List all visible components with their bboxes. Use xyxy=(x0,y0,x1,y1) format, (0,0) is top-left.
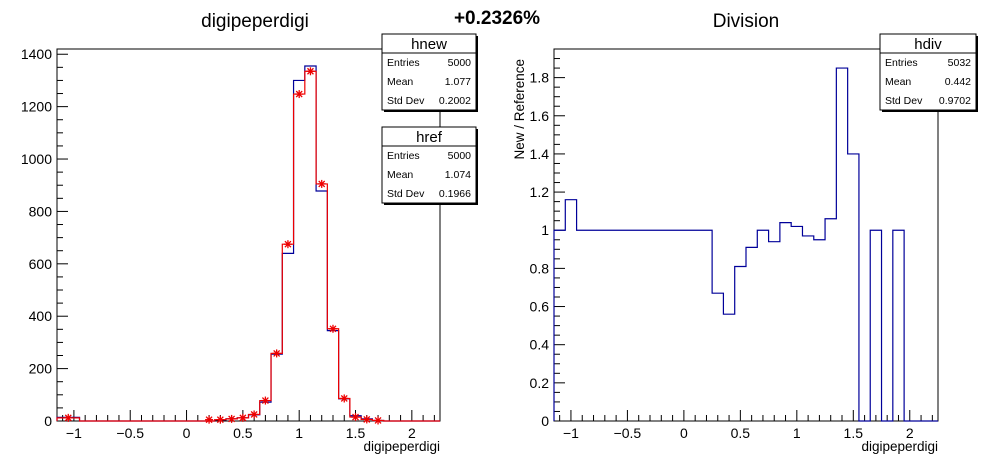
histogram-line-hdiv xyxy=(553,67,938,422)
histogram-pad-right: Division 0 0.2 0.4 0.6 0.8 1 1.2 1.4 1.6 1.8 −1 −0.5… xyxy=(512,11,978,454)
histogram-line-href xyxy=(56,70,440,422)
x-tick-label: 0.5 xyxy=(233,425,253,441)
stats-label: Mean xyxy=(387,76,413,88)
x-tick-label: 0 xyxy=(183,425,191,441)
x-tick-label: −1 xyxy=(66,425,82,441)
stats-label: Mean xyxy=(387,169,413,181)
x-tick-label: 0 xyxy=(680,425,688,441)
y-tick-label: 0.6 xyxy=(530,299,550,315)
stats-label: Mean xyxy=(885,76,911,88)
stats-value: 0.9702 xyxy=(939,95,971,107)
marker-href xyxy=(250,410,259,419)
y-tick-label: 200 xyxy=(29,361,53,377)
y-tick-label: 1.4 xyxy=(530,146,550,162)
marker-href xyxy=(328,324,337,333)
y-tick-label: 800 xyxy=(29,203,53,219)
x-tick-label: −0.5 xyxy=(614,425,642,441)
marker-href xyxy=(205,415,214,424)
y-tick-label: 600 xyxy=(29,256,53,272)
stats-box-title: hdiv xyxy=(914,36,942,53)
marker-href xyxy=(351,413,360,422)
marker-href xyxy=(238,413,247,422)
y-tick-label: 0.8 xyxy=(530,260,550,276)
stats-value: 0.442 xyxy=(945,76,971,88)
stats-value: 5000 xyxy=(448,57,472,69)
x-axis-title: digipeperdigi xyxy=(363,439,440,454)
x-tick-label: 2 xyxy=(408,425,416,441)
stats-value: 1.077 xyxy=(445,76,471,88)
x-tick-label: 2 xyxy=(906,425,914,441)
y-tick-label: 0 xyxy=(541,413,549,429)
marker-href xyxy=(374,416,383,425)
plot-frame xyxy=(56,48,441,422)
stats-box-href: href Entries 5000 Mean 1.074 Std Dev 0.1966 xyxy=(381,126,478,205)
y-tick-label: 0.4 xyxy=(530,337,550,353)
x-tick-label: −0.5 xyxy=(116,425,144,441)
stats-label: Std Dev xyxy=(885,95,923,107)
marker-href xyxy=(283,240,292,249)
x-tick-label: 1 xyxy=(295,425,303,441)
x-tick-label: −1 xyxy=(563,425,579,441)
x-axis-title: digipeperdigi xyxy=(861,439,938,454)
stats-label: Std Dev xyxy=(387,188,425,200)
marker-href xyxy=(272,349,281,358)
stats-value: 0.2002 xyxy=(439,95,471,107)
y-axis-title: New / Reference xyxy=(512,59,527,160)
y-tick-label: 0.2 xyxy=(530,375,550,391)
x-tick-label: 1.5 xyxy=(346,425,366,441)
marker-href xyxy=(261,396,270,405)
stats-value: 0.1966 xyxy=(439,188,471,200)
marker-href xyxy=(227,414,236,423)
marker-href xyxy=(306,67,315,76)
marker-href xyxy=(216,415,225,424)
stats-value: 5032 xyxy=(948,57,972,69)
y-tick-label: 1 xyxy=(541,222,549,238)
stats-box-title: hnew xyxy=(411,36,447,53)
stats-label: Entries xyxy=(387,150,420,162)
marker-href xyxy=(362,415,371,424)
stats-label: Entries xyxy=(885,57,918,69)
y-tick-label: 0 xyxy=(44,413,52,429)
x-tick-label: 1 xyxy=(793,425,801,441)
stats-box-hdiv: hdiv Entries 5032 Mean 0.442 Std Dev 0.9702 xyxy=(879,33,978,112)
stats-value: 5000 xyxy=(448,150,472,162)
y-tick-label: 1.2 xyxy=(530,184,550,200)
stats-value: 1.074 xyxy=(445,169,471,181)
pad-title: digipeperdigi xyxy=(201,11,309,32)
x-tick-label: 0.5 xyxy=(731,425,751,441)
stats-label: Entries xyxy=(387,57,420,69)
stats-box-title: href xyxy=(416,129,443,146)
marker-href xyxy=(295,90,304,99)
y-tick-label: 1400 xyxy=(21,46,52,62)
y-tick-label: 1200 xyxy=(21,99,52,115)
pad-title: Division xyxy=(713,11,780,32)
y-tick-label: 1.6 xyxy=(530,108,550,124)
marker-href xyxy=(317,179,326,188)
histogram-line-hnew xyxy=(56,65,440,422)
x-tick-label: 1.5 xyxy=(844,425,864,441)
histogram-pad-left: digipeperdigi 0 200 400 600 800 1000 1200 1400 −1… xyxy=(21,11,478,454)
stats-box-hnew: hnew Entries 5000 Mean 1.077 Std Dev 0.2002 xyxy=(381,33,478,112)
y-tick-label: 400 xyxy=(29,308,53,324)
y-tick-label: 1000 xyxy=(21,151,52,167)
y-tick-label: 1.8 xyxy=(530,70,550,86)
marker-href xyxy=(340,394,349,403)
stats-label: Std Dev xyxy=(387,95,425,107)
comparison-percent-label: +0.2326% xyxy=(454,8,540,29)
marker-href xyxy=(64,413,73,422)
